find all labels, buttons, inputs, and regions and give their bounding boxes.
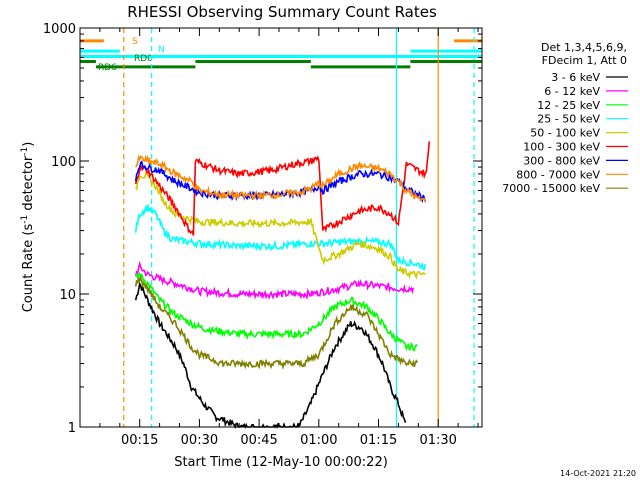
flag-label-rd0: RD0	[134, 54, 153, 64]
y-tick-label-2: 100	[51, 155, 76, 170]
x-tick-label-4: 01:15	[360, 433, 397, 448]
flag-label-rd6: RD6	[98, 63, 117, 73]
plot-frame	[79, 27, 483, 428]
legend-header-1: FDecim 1, Att 0	[542, 54, 627, 67]
y-axis-label: Count Rate (s-1 detector-1)	[20, 142, 36, 313]
legend-label-0: 3 - 6 keV	[551, 71, 600, 84]
x-tick-label-0: 00:15	[121, 433, 158, 448]
y-tick-label-1: 10	[59, 288, 76, 303]
y-tick-label-0: 1	[68, 421, 76, 436]
x-tick-label-3: 01:00	[300, 433, 337, 448]
series-line-6	[134, 160, 427, 203]
legend-label-8: 7000 - 15000 keV	[502, 182, 600, 195]
legend-label-4: 50 - 100 keV	[530, 127, 600, 140]
legend-header-0: Det 1,3,4,5,6,9,	[541, 41, 627, 54]
legend-label-6: 300 - 800 keV	[523, 154, 600, 167]
series-line-2	[135, 271, 418, 352]
timestamp: 14-Oct-2021 21:20	[560, 469, 636, 478]
flag-bars: S N RD0 RD6	[80, 37, 482, 73]
series-line-7	[135, 154, 427, 203]
series-line-1	[134, 260, 415, 300]
y-tick-label-3: 1000	[43, 22, 76, 37]
series-line-8	[134, 275, 418, 371]
series-line-3	[134, 204, 427, 271]
legend-label-7: 800 - 7000 keV	[516, 168, 600, 181]
flag-label-s: S	[132, 37, 138, 47]
chart-title: RHESSI Observing Summary Count Rates	[127, 3, 437, 21]
series-line-4	[135, 172, 426, 280]
x-tick-label-5: 01:30	[419, 433, 456, 448]
x-tick-label-2: 00:45	[240, 433, 277, 448]
legend-label-5: 100 - 300 keV	[523, 141, 600, 154]
legend-label-3: 25 - 50 keV	[537, 113, 600, 126]
series-lines	[134, 141, 431, 430]
axes: 00:15 00:30 00:45 01:00 01:15 01:30 1 10 100 1000	[43, 22, 482, 448]
event-markers	[123, 28, 475, 427]
x-axis-label: Start Time (12-May-10 00:00:22)	[174, 455, 388, 470]
legend: Det 1,3,4,5,6,9,FDecim 1, Att 0 3 - 6 keV…	[502, 41, 628, 195]
legend-label-2: 12 - 25 keV	[537, 99, 600, 112]
legend-label-1: 6 - 12 keV	[544, 85, 600, 98]
flag-label-n: N	[158, 45, 165, 55]
x-tick-label-1: 00:30	[181, 433, 218, 448]
series-line-5	[134, 141, 431, 236]
